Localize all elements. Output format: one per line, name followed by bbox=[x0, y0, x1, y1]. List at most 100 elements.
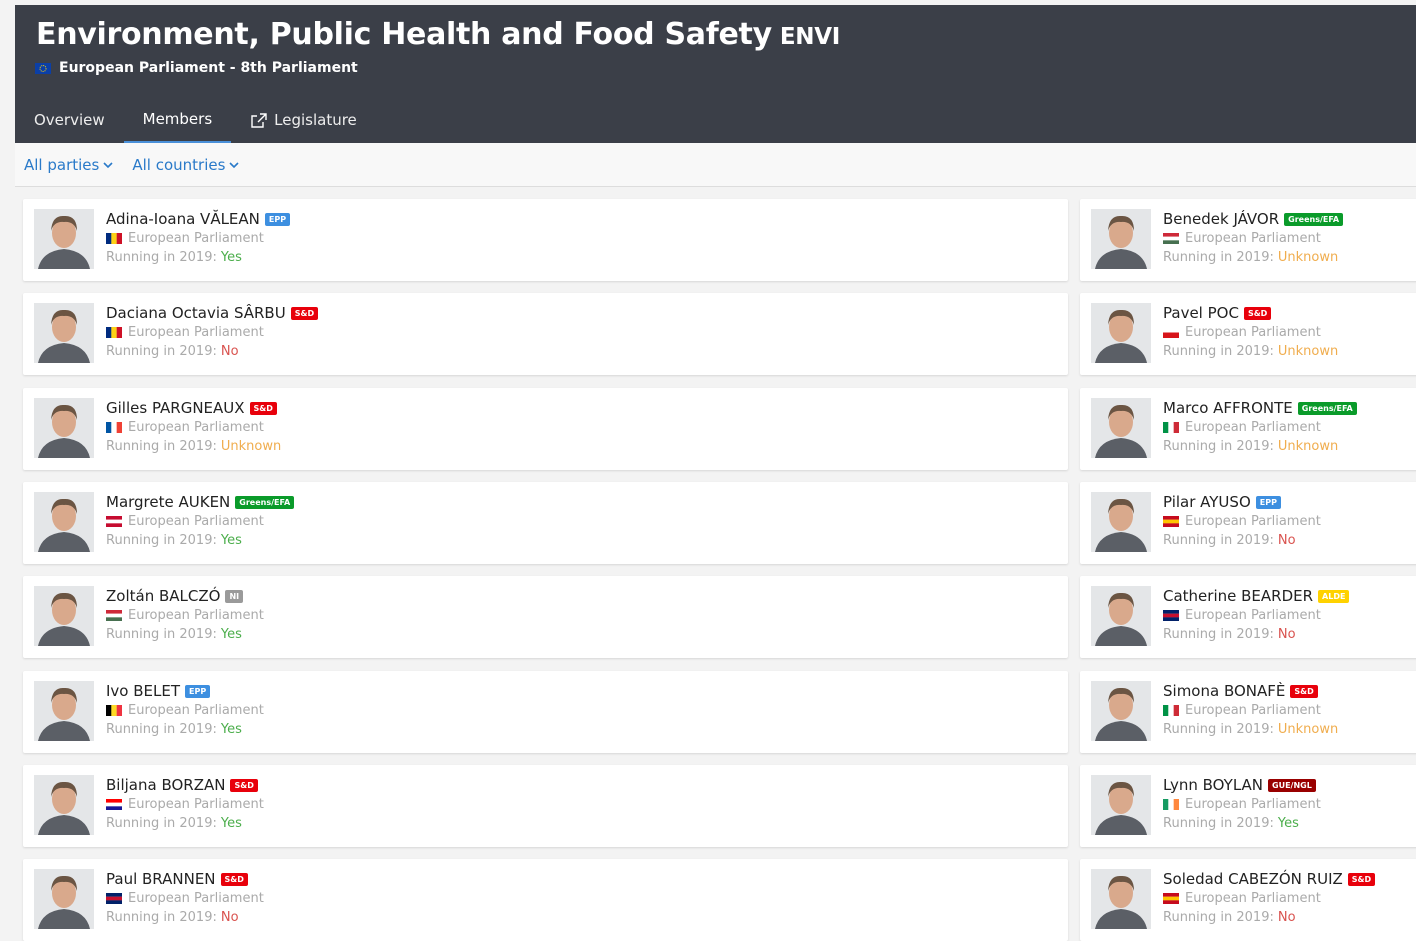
party-badge: ALDE bbox=[1318, 590, 1349, 603]
body-label: European Parliament bbox=[1185, 889, 1321, 908]
body-row: European Parliament bbox=[106, 606, 264, 625]
body-label: European Parliament bbox=[1185, 418, 1321, 437]
body-label: European Parliament bbox=[128, 889, 264, 908]
flag-stripe bbox=[1168, 799, 1173, 810]
member-info: Pilar AYUSOEPPEuropean ParliamentRunning… bbox=[1163, 493, 1321, 550]
flag-stripe bbox=[1163, 705, 1168, 716]
body-label: European Parliament bbox=[128, 512, 264, 531]
running-row: Running in 2019:Unknown bbox=[1163, 437, 1357, 456]
chevron-path bbox=[104, 163, 112, 167]
member-name: Ivo BELET bbox=[106, 682, 180, 701]
party-badge: GUE/NGL bbox=[1268, 779, 1316, 792]
tab[interactable]: Overview bbox=[15, 97, 124, 143]
body-row: European Parliament bbox=[1163, 229, 1343, 248]
running-row: Running in 2019:Yes bbox=[106, 248, 290, 267]
member-info: Simona BONAFÈS&DEuropean ParliamentRunni… bbox=[1163, 682, 1338, 739]
body-label: European Parliament bbox=[128, 229, 264, 248]
flag-stripe bbox=[106, 327, 111, 338]
tabs: Overview Members Legislature bbox=[15, 97, 376, 143]
member-info: Catherine BEARDERALDEEuropean Parliament… bbox=[1163, 587, 1349, 644]
running-label: Running in 2019: bbox=[1163, 248, 1274, 267]
running-row: Running in 2019:No bbox=[106, 342, 318, 361]
party-badge: Greens/EFA bbox=[1284, 213, 1343, 226]
running-status: Unknown bbox=[221, 437, 281, 456]
running-row: Running in 2019:Yes bbox=[106, 625, 264, 644]
running-status: Yes bbox=[221, 814, 242, 833]
party-badge: S&D bbox=[221, 873, 248, 886]
member-name: Biljana BORZAN bbox=[106, 776, 225, 795]
member-photo bbox=[1091, 492, 1151, 552]
flag-stripe bbox=[106, 705, 111, 716]
member-photo bbox=[34, 681, 94, 741]
member-photo bbox=[34, 775, 94, 835]
member-photo bbox=[1091, 681, 1151, 741]
tab-label: Members bbox=[143, 98, 213, 140]
tab[interactable]: Members bbox=[124, 97, 232, 143]
running-label: Running in 2019: bbox=[106, 625, 217, 644]
body-label: European Parliament bbox=[128, 323, 264, 342]
member-photo bbox=[1091, 869, 1151, 929]
flag-stripe bbox=[117, 422, 122, 433]
body-label: European Parliament bbox=[128, 795, 264, 814]
name-row: Margrete AUKENGreens/EFA bbox=[106, 493, 294, 512]
subtitle-text: European Parliament - 8th Parliament bbox=[59, 60, 358, 76]
running-status: Unknown bbox=[1278, 342, 1338, 361]
running-status: Yes bbox=[221, 531, 242, 550]
filter-dropdown[interactable]: All countries bbox=[132, 156, 239, 174]
body-label: European Parliament bbox=[128, 606, 264, 625]
member-name: Pilar AYUSO bbox=[1163, 493, 1251, 512]
filter-dropdown[interactable]: All parties bbox=[24, 156, 113, 174]
running-label: Running in 2019: bbox=[106, 342, 217, 361]
flag-stripe bbox=[106, 610, 122, 614]
page-body: Environment, Public Health and Food Safe… bbox=[0, 0, 1416, 937]
flag-stripe bbox=[1174, 799, 1179, 810]
member-name: Gilles PARGNEAUX bbox=[106, 399, 245, 418]
running-label: Running in 2019: bbox=[1163, 625, 1274, 644]
running-label: Running in 2019: bbox=[1163, 814, 1274, 833]
member-info: Zoltán BALCZÓ NI European ParliamentRunnin… bbox=[106, 587, 264, 644]
chevron bbox=[103, 161, 113, 169]
body-row: European Parliament bbox=[106, 323, 318, 342]
member-photo bbox=[1091, 209, 1151, 269]
member-name: Margrete AUKEN bbox=[106, 493, 230, 512]
flag-stripe bbox=[117, 327, 122, 338]
party-badge: NI bbox=[225, 590, 243, 603]
member-info: Adina-Ioana VĂLEANEPPEuropean Parliament… bbox=[106, 210, 290, 267]
flag-stripe bbox=[111, 233, 116, 244]
running-status: Unknown bbox=[1278, 720, 1338, 739]
external-link-icon bbox=[250, 112, 268, 128]
name-row: Simona BONAFÈS&D bbox=[1163, 682, 1338, 701]
body-row: European Parliament bbox=[1163, 323, 1338, 342]
member-name: Zoltán BALCZÓ bbox=[106, 587, 220, 606]
flag-stripe bbox=[1163, 422, 1168, 433]
tab-label: Legislature bbox=[274, 99, 357, 141]
body-row: European Parliament bbox=[1163, 701, 1338, 720]
running-label: Running in 2019: bbox=[1163, 720, 1274, 739]
member-photo bbox=[34, 398, 94, 458]
member-name: Pavel POC bbox=[1163, 304, 1239, 323]
flag-stripe bbox=[106, 422, 111, 433]
running-row: Running in 2019:Yes bbox=[106, 720, 264, 739]
country-flag bbox=[1163, 233, 1179, 244]
running-status: Yes bbox=[1278, 814, 1299, 833]
flag-stripe bbox=[1163, 327, 1179, 333]
tab[interactable]: Legislature bbox=[231, 97, 376, 143]
